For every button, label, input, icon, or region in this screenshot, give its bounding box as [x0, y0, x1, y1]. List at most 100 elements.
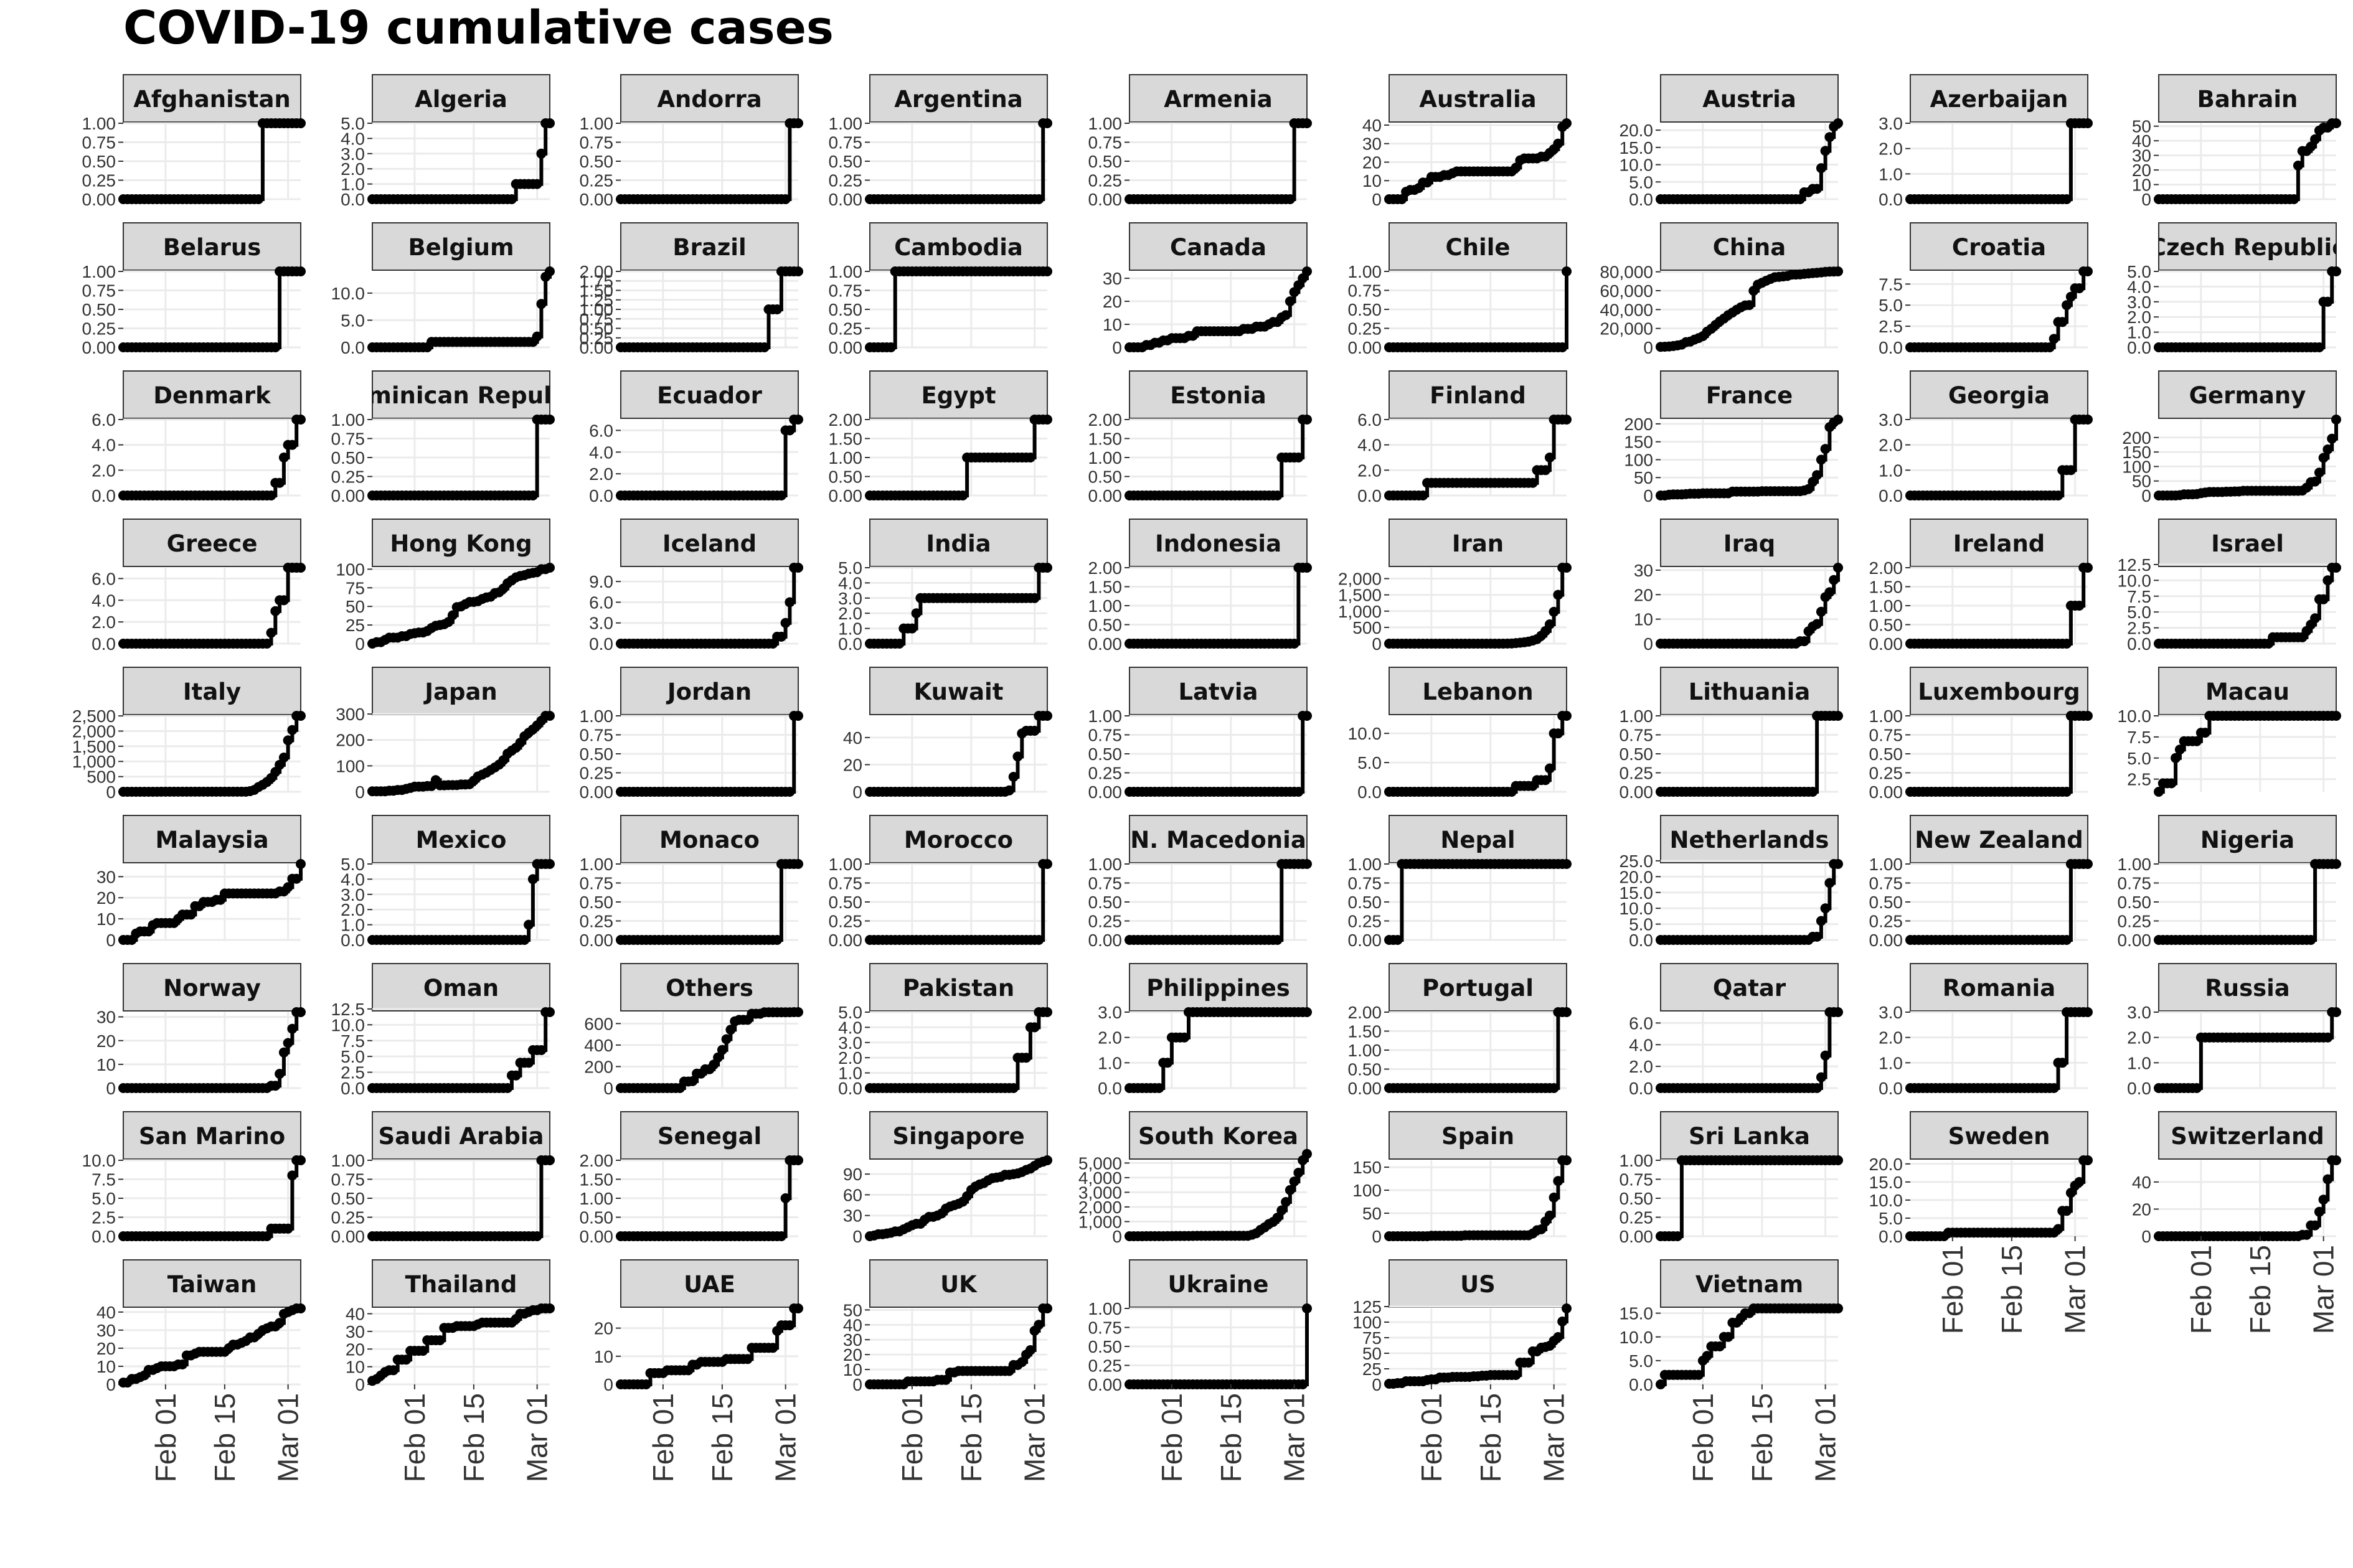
facet-strip-label: Pakistan: [903, 975, 1014, 1002]
y-tick-label: 0.25: [580, 329, 614, 348]
x-tick-label: Feb 01: [398, 1393, 431, 1482]
data-point: [1302, 711, 1312, 721]
y-tick-label: 0.75: [1620, 726, 1654, 745]
y-tick-label: 0.00: [580, 931, 614, 950]
y-tick-label: 12.5: [2118, 555, 2152, 575]
data-point: [2331, 415, 2341, 425]
data-point: [296, 563, 306, 573]
data-point: [1553, 589, 1563, 600]
y-tick-label: 3.0: [1879, 410, 1903, 430]
y-tick-label: 40: [1362, 116, 1382, 135]
series-line: [2159, 270, 2336, 349]
y-tick-label: 0.00: [331, 486, 365, 505]
facet-strip-label: Georgia: [1948, 382, 2050, 409]
facet-strip: [1129, 370, 1308, 419]
facet-strip-label: Taiwan: [167, 1271, 257, 1298]
facet-strip-label: India: [926, 530, 991, 557]
y-tick-label: 0.00: [580, 1227, 614, 1246]
y-tick-label: 0.75: [1088, 874, 1123, 893]
facet-strip: [1129, 222, 1308, 271]
x-tick-label: Feb 01: [2185, 1245, 2217, 1334]
data-point: [1557, 342, 1568, 352]
data-point: [1021, 1053, 1032, 1063]
y-tick-label: 0.00: [580, 782, 614, 802]
y-tick-label: 1.00: [829, 114, 863, 133]
facet-panel: Philippines 0.0 1.0 2.0 3.0: [1098, 963, 1312, 1098]
data-point: [1803, 484, 1814, 494]
facet-strip-label: Japan: [423, 678, 497, 705]
data-point: [793, 1155, 803, 1165]
data-point: [1744, 300, 1755, 311]
data-point: [772, 935, 783, 945]
facet-strip-label: Canada: [1170, 234, 1266, 261]
y-tick-label: 0.75: [580, 309, 614, 329]
data-point: [1302, 118, 1312, 128]
facet-panel: Sweden 0.05.010.015.020.0 Feb 01 Feb 15 Mar …: [1869, 1111, 2093, 1334]
y-tick-label: 4.0: [838, 573, 862, 593]
y-tick-label: 0.75: [829, 281, 863, 301]
y-tick-label: 100: [2122, 457, 2151, 476]
facet-strip-label: Sweden: [1948, 1123, 2050, 1150]
data-point: [1302, 859, 1312, 869]
y-tick-label: 0.50: [829, 893, 863, 912]
facet-panel: Kuwait 0 20 40: [843, 667, 1052, 802]
y-tick-label: 30: [97, 867, 116, 886]
y-tick-label: 0.50: [1088, 744, 1123, 764]
y-tick-label: 20: [1634, 585, 1653, 604]
y-tick-label: 0.0: [1879, 1079, 1903, 1098]
y-tick-label: 50: [843, 1300, 862, 1320]
y-tick-label: 0.50: [1088, 467, 1123, 487]
data-point: [1179, 1032, 1190, 1043]
y-tick-label: 0.50: [580, 152, 614, 171]
data-point: [2322, 575, 2333, 586]
data-point: [1816, 454, 1826, 465]
y-tick-label: 1.00: [82, 262, 116, 281]
y-tick-label: 0.00: [829, 338, 863, 357]
y-tick-label: 20: [843, 755, 862, 774]
y-tick-label: 30: [346, 1322, 365, 1341]
y-tick-label: 0: [2141, 190, 2151, 209]
x-tick-label: Mar 01: [2308, 1245, 2340, 1334]
data-point: [1289, 1176, 1299, 1187]
y-tick-label: 150: [2122, 443, 2151, 462]
facet-strip: [1129, 74, 1308, 123]
facet-strip-label: Philippines: [1146, 975, 1290, 1002]
facet-strip: [1389, 370, 1567, 419]
y-tick-label: 0.25: [580, 912, 614, 931]
x-tick-label: Feb 15: [955, 1393, 988, 1482]
facet-panel: Georgia 0.0 1.0 2.0 3.0: [1879, 370, 2093, 505]
y-tick-label: 1.00: [1620, 707, 1654, 726]
y-tick-label: 0: [852, 1227, 862, 1246]
y-tick-label: 0.00: [829, 486, 863, 505]
data-point: [270, 342, 281, 352]
y-tick-label: 1.00: [829, 855, 863, 874]
facet-panel: Iceland 0.03.0 6.0 9.0: [589, 519, 803, 654]
data-point: [1544, 1210, 1555, 1221]
series-line: [2159, 121, 2336, 201]
y-tick-label: 0.25: [580, 764, 614, 783]
facet-strip-label: Andorra: [657, 86, 762, 113]
y-tick-label: 30: [97, 1321, 116, 1340]
y-tick-label: 1.00: [580, 300, 614, 319]
y-tick-label: 30: [1634, 561, 1653, 580]
facet-panel: Romania 0.0 1.0 2.0 3.0: [1879, 963, 2093, 1098]
data-point: [1820, 444, 1831, 454]
y-tick-label: 4.0: [1629, 1035, 1653, 1054]
facet-strip: [2158, 370, 2337, 419]
data-point: [545, 859, 555, 869]
y-tick-label: 0: [1643, 634, 1653, 654]
data-point: [1042, 711, 1052, 721]
y-tick-label: 0.25: [1869, 764, 1903, 783]
y-tick-label: 0.75: [1348, 874, 1382, 893]
facet-strip-label: Sri Lanka: [1689, 1123, 1810, 1150]
data-point: [1289, 639, 1299, 649]
y-tick-label: 1.00: [1869, 596, 1903, 616]
facet-strip-label: Brazil: [672, 234, 746, 261]
y-tick-label: 10: [1103, 315, 1122, 334]
y-tick-label: 0.25: [580, 171, 614, 190]
y-tick-label: 500: [1352, 618, 1382, 637]
data-point: [2192, 1083, 2202, 1093]
